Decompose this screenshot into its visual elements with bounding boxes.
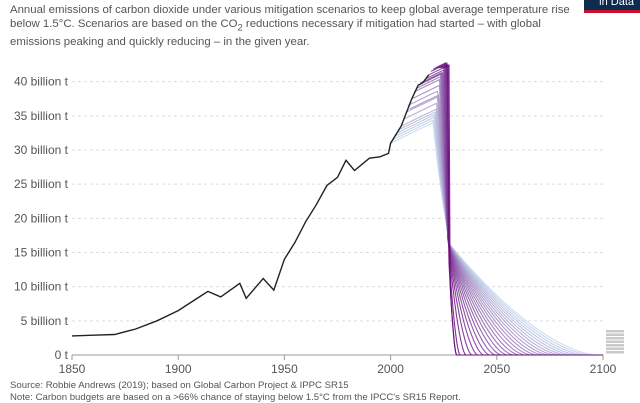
scenario-line [403, 102, 603, 356]
x-tick-label: 1900 [165, 362, 192, 376]
x-tick-label: 1850 [59, 362, 86, 376]
grid-lines [72, 81, 603, 322]
y-tick-label: 0 t [55, 348, 69, 362]
scenario-marker-bar [606, 351, 624, 354]
scenario-line [394, 116, 603, 356]
y-tick-label: 25 billion t [14, 177, 69, 191]
x-tick-label: 2050 [483, 362, 510, 376]
scenario-line [441, 64, 603, 356]
scenario-line [398, 111, 603, 356]
y-tick-label: 20 billion t [14, 211, 69, 225]
scenario-marker-bar [606, 347, 624, 350]
scenario-marker-bar [606, 330, 624, 333]
scenario-marker-bar [606, 337, 624, 340]
x-tick-label: 2000 [377, 362, 404, 376]
y-tick-label: 40 billion t [14, 75, 69, 89]
scenario-line [392, 119, 603, 356]
y-tick-label: 35 billion t [14, 109, 69, 123]
scenario-marker-bar [606, 344, 624, 347]
y-tick-label: 15 billion t [14, 246, 69, 260]
y-tick-label: 5 billion t [21, 314, 69, 328]
source-note: Source: Robbie Andrews (2019); based on … [10, 380, 349, 391]
scenario-line [437, 62, 603, 356]
scenario-marker-bar [606, 340, 624, 343]
scenario-line [443, 64, 603, 356]
subtitle-text: Annual emissions of carbon dioxide under… [10, 4, 570, 30]
footnote: Note: Carbon budgets are based on a >66%… [10, 392, 461, 403]
scenario-line [390, 121, 603, 356]
scenario-marker-bar [606, 333, 624, 336]
y-tick-label: 10 billion t [14, 280, 69, 294]
scenario-line [434, 62, 603, 356]
subtitle-subscript: 2 [237, 22, 243, 34]
scenario-line [396, 114, 603, 356]
brand-logo[interactable]: in Data [584, 0, 640, 13]
historical-emissions-line[interactable] [71, 74, 430, 337]
x-tick-label: 2100 [590, 362, 617, 376]
x-axis: 1850 1900 1950 2000 2050 2100 [59, 354, 617, 376]
logo-text: in Data [599, 0, 634, 8]
y-axis-labels: 0 t 5 billion t 10 billion t 15 billion t 20… [14, 75, 69, 362]
subtitle-text-end: reductions necessary if mitigation had s… [10, 18, 541, 49]
scenario-end-marker [606, 330, 624, 354]
scenario-line [430, 63, 603, 356]
x-tick-label: 1950 [271, 362, 298, 376]
chart-subtitle: Annual emissions of carbon dioxide under… [10, 3, 570, 49]
scenario-lines [390, 62, 603, 356]
y-tick-label: 30 billion t [14, 143, 69, 157]
